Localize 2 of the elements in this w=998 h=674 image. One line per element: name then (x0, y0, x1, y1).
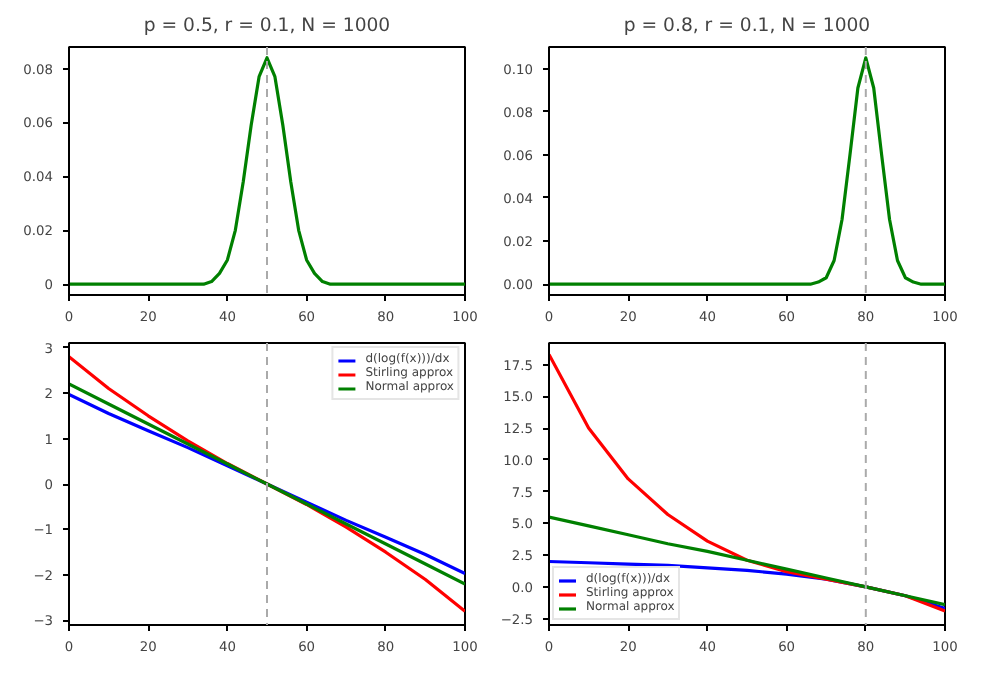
chart-title: p = 0.5, r = 0.1, N = 1000 (143, 15, 391, 37)
chart-title: p = 0.8, r = 0.1, N = 1000 (623, 15, 871, 37)
